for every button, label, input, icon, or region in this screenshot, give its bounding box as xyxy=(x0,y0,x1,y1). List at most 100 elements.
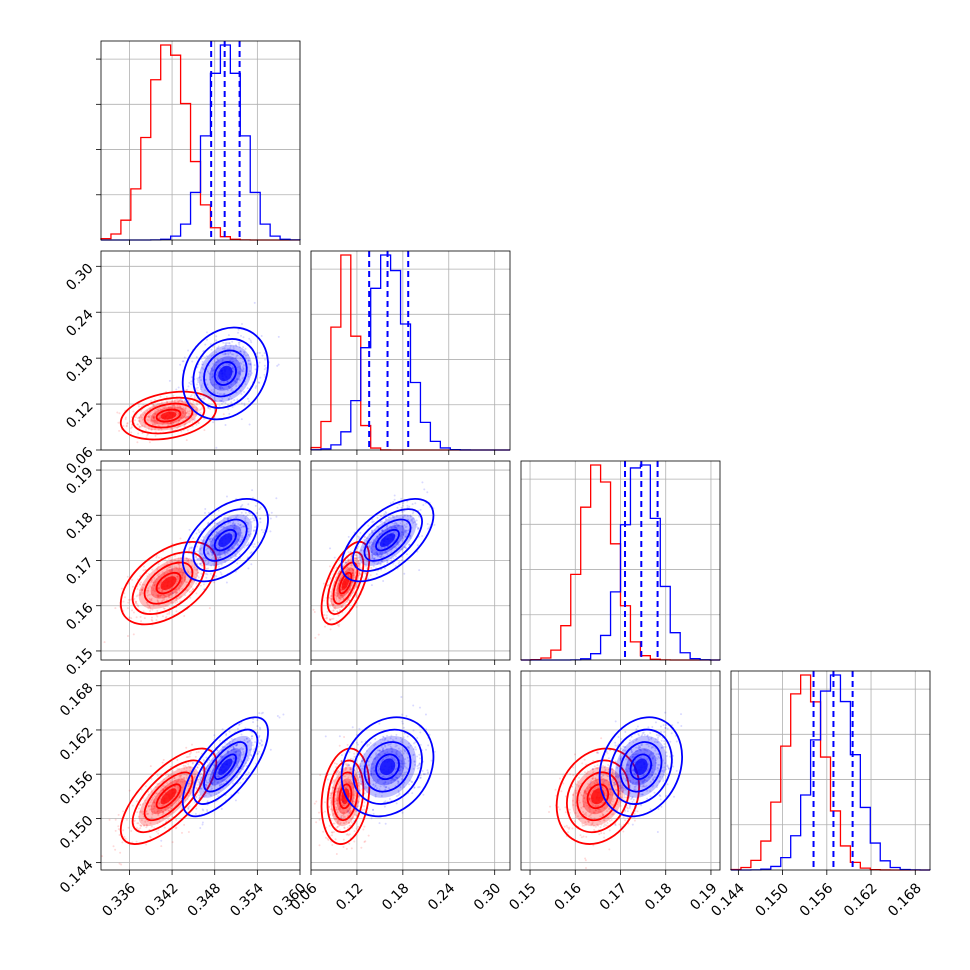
scatter-point xyxy=(185,777,188,780)
scatter-point xyxy=(336,790,339,793)
scatter-point xyxy=(131,841,134,844)
scatter-point xyxy=(388,797,391,800)
scatter-point xyxy=(251,489,254,492)
scatter-panel xyxy=(313,696,436,856)
scatter-point xyxy=(154,419,157,422)
scatter-point xyxy=(349,757,352,760)
contour-line xyxy=(131,396,206,435)
scatter-point xyxy=(374,553,377,556)
scatter-point xyxy=(146,591,149,594)
scatter-point xyxy=(339,594,342,597)
contour-line xyxy=(131,551,206,615)
scatter-point xyxy=(181,574,184,577)
scatter-point xyxy=(234,750,237,753)
scatter-point xyxy=(211,749,214,752)
scatter-point xyxy=(230,353,233,356)
scatter-point xyxy=(192,770,195,773)
scatter-point xyxy=(332,786,335,789)
scatter-point xyxy=(206,370,209,373)
scatter-point xyxy=(211,775,214,778)
scatter-point xyxy=(202,795,205,798)
scatter-point xyxy=(232,353,235,356)
scatter-point xyxy=(146,409,149,412)
scatter-point xyxy=(163,594,166,597)
scatter-point xyxy=(246,740,249,743)
scatter-point xyxy=(336,587,339,590)
scatter-point xyxy=(209,343,212,346)
scatter-point xyxy=(225,552,228,555)
scatter-point xyxy=(199,395,202,398)
scatter-point xyxy=(243,404,246,407)
scatter-point xyxy=(333,556,336,559)
scatter-point xyxy=(389,502,392,505)
scatter-point xyxy=(219,755,222,758)
scatter-point xyxy=(197,750,200,753)
scatter-point xyxy=(186,588,189,591)
scatter-point xyxy=(240,368,243,371)
scatter-point xyxy=(195,356,198,359)
scatter-point xyxy=(255,546,258,549)
scatter-point xyxy=(401,520,404,523)
scatter-point xyxy=(139,824,142,827)
scatter-point xyxy=(200,386,203,389)
scatter-point xyxy=(226,749,229,752)
scatter-point xyxy=(360,553,363,556)
scatter-point xyxy=(185,557,188,560)
scatter-point xyxy=(175,818,178,821)
scatter-point xyxy=(226,380,229,383)
scatter-point xyxy=(184,799,187,802)
scatter-point xyxy=(338,597,341,600)
scatter-point xyxy=(184,423,187,426)
scatter-point xyxy=(392,525,395,528)
scatter-point xyxy=(151,568,154,571)
scatter-point xyxy=(328,565,331,568)
scatter-point xyxy=(158,802,161,805)
scatter-point xyxy=(160,809,163,812)
scatter-point xyxy=(233,524,236,527)
scatter-point xyxy=(363,825,366,828)
scatter-point xyxy=(346,764,349,767)
contour-line xyxy=(143,561,194,605)
scatter-point xyxy=(400,696,403,699)
scatter-point xyxy=(243,351,246,354)
scatter-point xyxy=(338,570,341,573)
scatter-point xyxy=(416,528,419,531)
scatter-point xyxy=(258,734,261,737)
scatter-point xyxy=(391,750,394,753)
scatter-point xyxy=(242,346,245,349)
scatter-point xyxy=(359,783,362,786)
scatter-point xyxy=(362,828,365,831)
scatter-point xyxy=(179,600,182,603)
scatter-point xyxy=(181,400,184,403)
scatter-point xyxy=(211,551,214,554)
scatter-point xyxy=(242,364,245,367)
scatter-point xyxy=(196,389,199,392)
scatter-point xyxy=(240,334,243,337)
scatter-point xyxy=(153,583,156,586)
scatter-point xyxy=(157,812,160,815)
scatter-point xyxy=(211,574,214,577)
scatter-point xyxy=(259,506,262,509)
scatter-point xyxy=(356,777,359,780)
scatter-point xyxy=(347,814,350,817)
scatter-point xyxy=(171,592,174,595)
scatter-point xyxy=(183,423,186,426)
scatter-point xyxy=(337,592,340,595)
scatter-point xyxy=(183,615,186,618)
scatter-point xyxy=(406,529,409,532)
scatter-point xyxy=(207,781,210,784)
scatter-point xyxy=(212,772,215,775)
scatter-point xyxy=(333,780,336,783)
scatter-point xyxy=(265,366,268,369)
scatter-point xyxy=(149,835,152,838)
scatter-point xyxy=(196,787,199,790)
scatter-point xyxy=(200,773,203,776)
scatter-point xyxy=(184,407,187,410)
scatter-point xyxy=(156,792,159,795)
scatter-point xyxy=(336,769,339,772)
scatter-point xyxy=(331,843,334,846)
scatter-point xyxy=(377,541,380,544)
scatter-point xyxy=(250,372,253,375)
scatter-point xyxy=(342,813,345,816)
scatter-point xyxy=(331,781,334,784)
